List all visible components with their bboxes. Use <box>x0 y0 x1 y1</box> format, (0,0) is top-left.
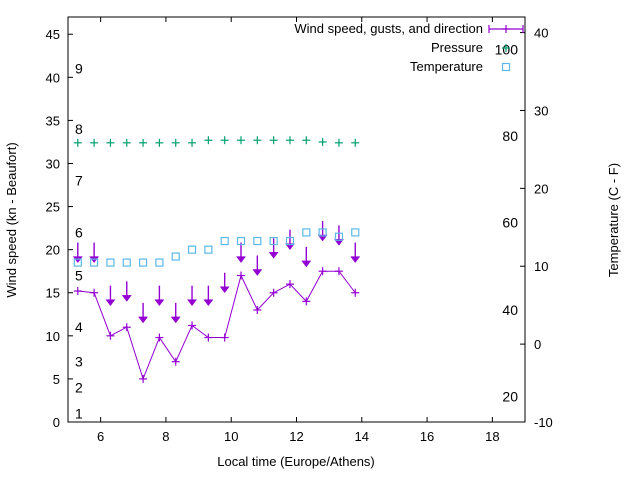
beaufort-label: 5 <box>75 268 83 284</box>
beaufort-label: 8 <box>75 121 83 137</box>
y-right-tick-label: 20 <box>534 181 548 196</box>
temperature-point <box>318 228 327 237</box>
x-tick-label: 16 <box>420 429 434 444</box>
y-axis-right-ticks: -10 0 10 20 30 40 <box>520 26 553 430</box>
y-right-tick-label: -10 <box>534 415 553 430</box>
data-series <box>72 136 361 383</box>
temperature-point <box>269 236 278 246</box>
y-right-tick-label: 0 <box>534 337 541 352</box>
x-tick-label: 6 <box>97 429 104 444</box>
temperature-point <box>204 245 213 254</box>
beaufort-label: 6 <box>75 224 83 240</box>
series-pressure <box>73 136 360 147</box>
x-axis-title: Local time (Europe/Athens) <box>217 454 375 469</box>
beaufort-label: 9 <box>75 61 83 77</box>
beaufort-label: 4 <box>75 319 83 335</box>
plot-frame <box>67 16 526 423</box>
x-tick-label: 10 <box>224 429 238 444</box>
temperature-point <box>155 258 164 267</box>
y-left-tick-label: 25 <box>46 200 60 215</box>
temperature-point <box>171 252 180 261</box>
legend-label: Pressure <box>431 40 483 55</box>
beaufort-label: 3 <box>75 354 83 370</box>
wind-direction-arrowhead <box>154 299 165 307</box>
wind-direction-arrowhead <box>138 316 149 324</box>
wind-direction-arrowhead <box>105 299 116 307</box>
temperature-point <box>187 245 197 254</box>
wind-direction-arrowhead <box>203 299 214 307</box>
y-left-tick-label: 10 <box>46 329 60 344</box>
chart-legend: Wind speed, gusts, and direction Pressure… <box>294 21 524 74</box>
beaufort-label: 2 <box>75 380 83 396</box>
wind-direction-arrowhead <box>170 316 181 324</box>
wind-direction-arrowhead <box>350 256 361 264</box>
temperature-point <box>73 258 82 267</box>
x-tick-label: 8 <box>162 429 169 444</box>
wind-direction-arrowhead <box>268 252 279 259</box>
y-axis-left-title: Wind speed (kn - Beaufort) <box>4 142 19 297</box>
wind-direction-arrowhead <box>219 286 230 294</box>
wind-direction-arrowhead <box>236 256 247 264</box>
beaufort-scale-labels: 1 2 3 4 5 6 7 8 9 <box>75 61 83 422</box>
y-axis-left-ticks: 0 5 10 15 20 25 30 35 40 45 <box>46 27 73 430</box>
wind-direction-arrowhead <box>317 234 328 242</box>
wind-direction-arrowhead <box>187 299 198 307</box>
y-right-tick-label: 10 <box>534 259 548 274</box>
x-tick-label: 18 <box>485 429 499 444</box>
y-right-tick-label: 40 <box>534 26 548 41</box>
y-right-tick-label: 30 <box>534 103 548 118</box>
y-left-tick-label: 30 <box>46 156 60 171</box>
temperature-point <box>334 232 344 241</box>
temperature-point <box>236 236 246 246</box>
y-left-tick-label: 5 <box>53 372 60 387</box>
x-axis-ticks: 6 8 10 12 14 16 18 <box>97 17 500 444</box>
series-temperature <box>73 228 360 267</box>
wind-direction-arrowhead <box>121 295 132 302</box>
wind-speed-line <box>77 270 356 381</box>
temperature-point <box>90 258 99 267</box>
fahrenheit-label: 60 <box>502 215 518 231</box>
y-left-tick-label: 35 <box>46 113 60 128</box>
temperature-point <box>220 236 229 246</box>
beaufort-label: 1 <box>75 405 83 421</box>
fahrenheit-label: 80 <box>502 128 518 144</box>
temperature-point <box>302 228 311 237</box>
wind-direction-arrowhead <box>333 239 344 246</box>
y-left-tick-label: 40 <box>46 70 60 85</box>
y-left-tick-label: 0 <box>53 415 60 430</box>
x-tick-label: 14 <box>355 429 369 444</box>
temperature-point <box>138 258 148 267</box>
temperature-point <box>351 228 360 237</box>
legend-label: Wind speed, gusts, and direction <box>294 21 483 36</box>
wind-direction-arrowhead <box>252 269 263 276</box>
wind-direction-arrowhead <box>284 243 295 251</box>
y-left-tick-label: 15 <box>46 286 60 301</box>
y-axis-right-title: Temperature (C - F) <box>606 163 621 277</box>
legend-swatch-square <box>501 62 511 72</box>
temperature-point <box>122 258 131 267</box>
x-tick-label: 12 <box>289 429 303 444</box>
fahrenheit-label: 20 <box>502 388 518 404</box>
legend-label: Temperature <box>410 59 483 74</box>
y-left-tick-label: 20 <box>46 243 60 258</box>
temperature-point <box>285 236 295 246</box>
y-left-tick-label: 45 <box>46 27 60 42</box>
beaufort-label: 7 <box>75 173 83 189</box>
temperature-point <box>253 236 262 246</box>
wind-direction-arrowhead <box>301 260 312 268</box>
fahrenheit-label: 40 <box>502 302 518 318</box>
temperature-point <box>106 258 115 267</box>
series-wind-speed-gusts-and-direction <box>72 221 361 383</box>
